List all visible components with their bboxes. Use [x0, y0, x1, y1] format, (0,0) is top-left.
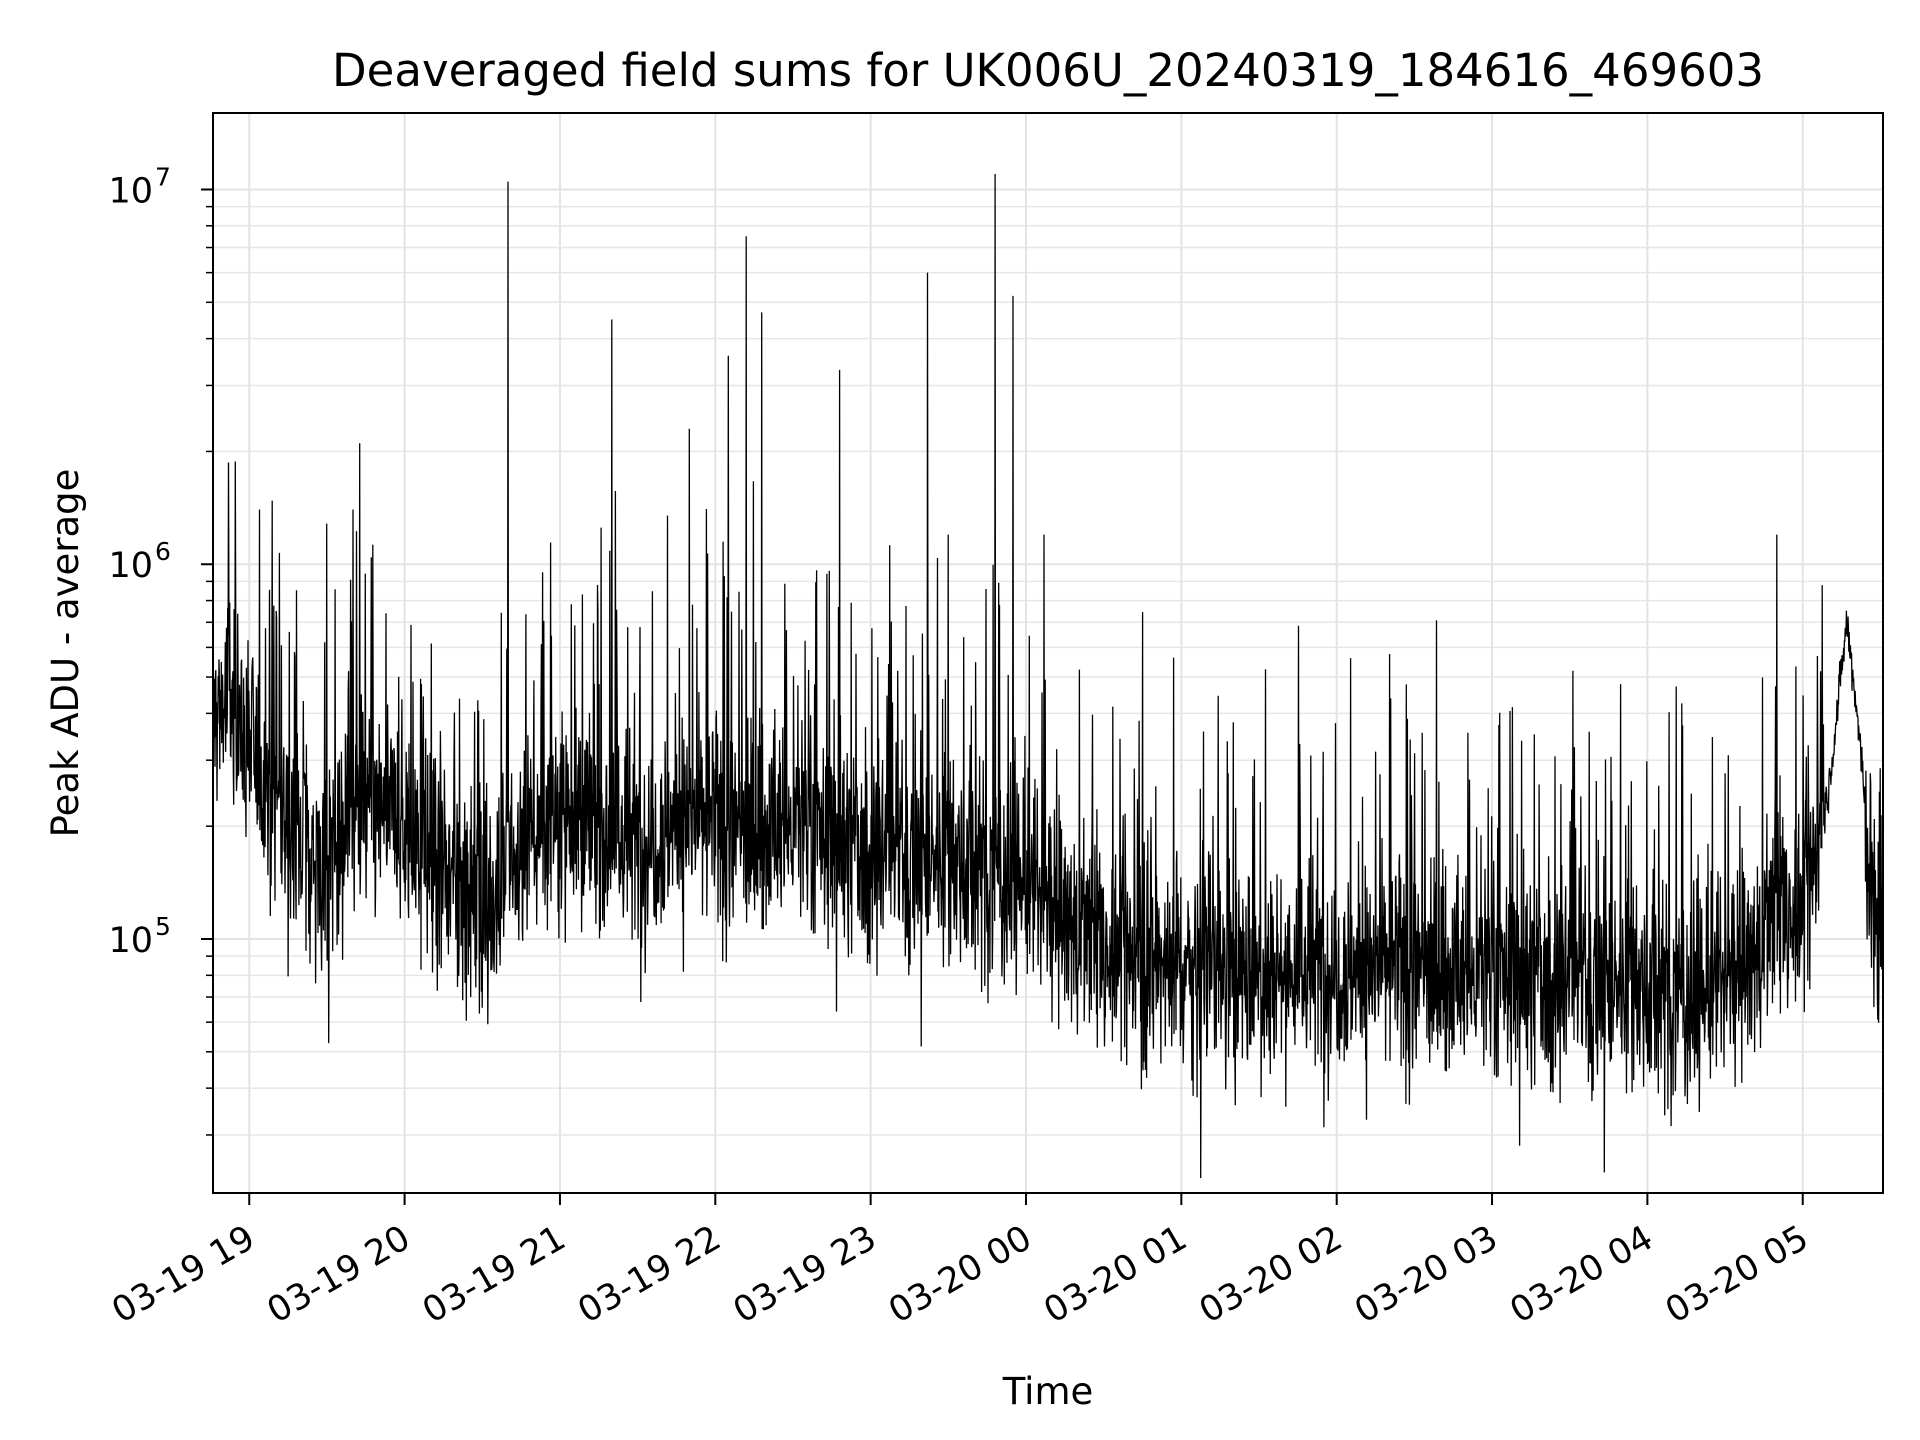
y-tick-exponent: 5 [155, 912, 171, 941]
y-tick-label: 10 [108, 921, 153, 961]
y-tick-label: 10 [108, 546, 153, 586]
chart-title: Deaveraged field sums for UK006U_2024031… [332, 44, 1764, 97]
plot-frame [212, 112, 1884, 1194]
x-axis-label: Time [1002, 1370, 1094, 1413]
y-tick-label: 10 [108, 171, 153, 211]
y-tick-exponent: 7 [155, 162, 171, 191]
series-line [212, 173, 1884, 1179]
y-axis-label: Peak ADU - average [44, 469, 87, 838]
y-tick-exponent: 6 [155, 537, 171, 566]
